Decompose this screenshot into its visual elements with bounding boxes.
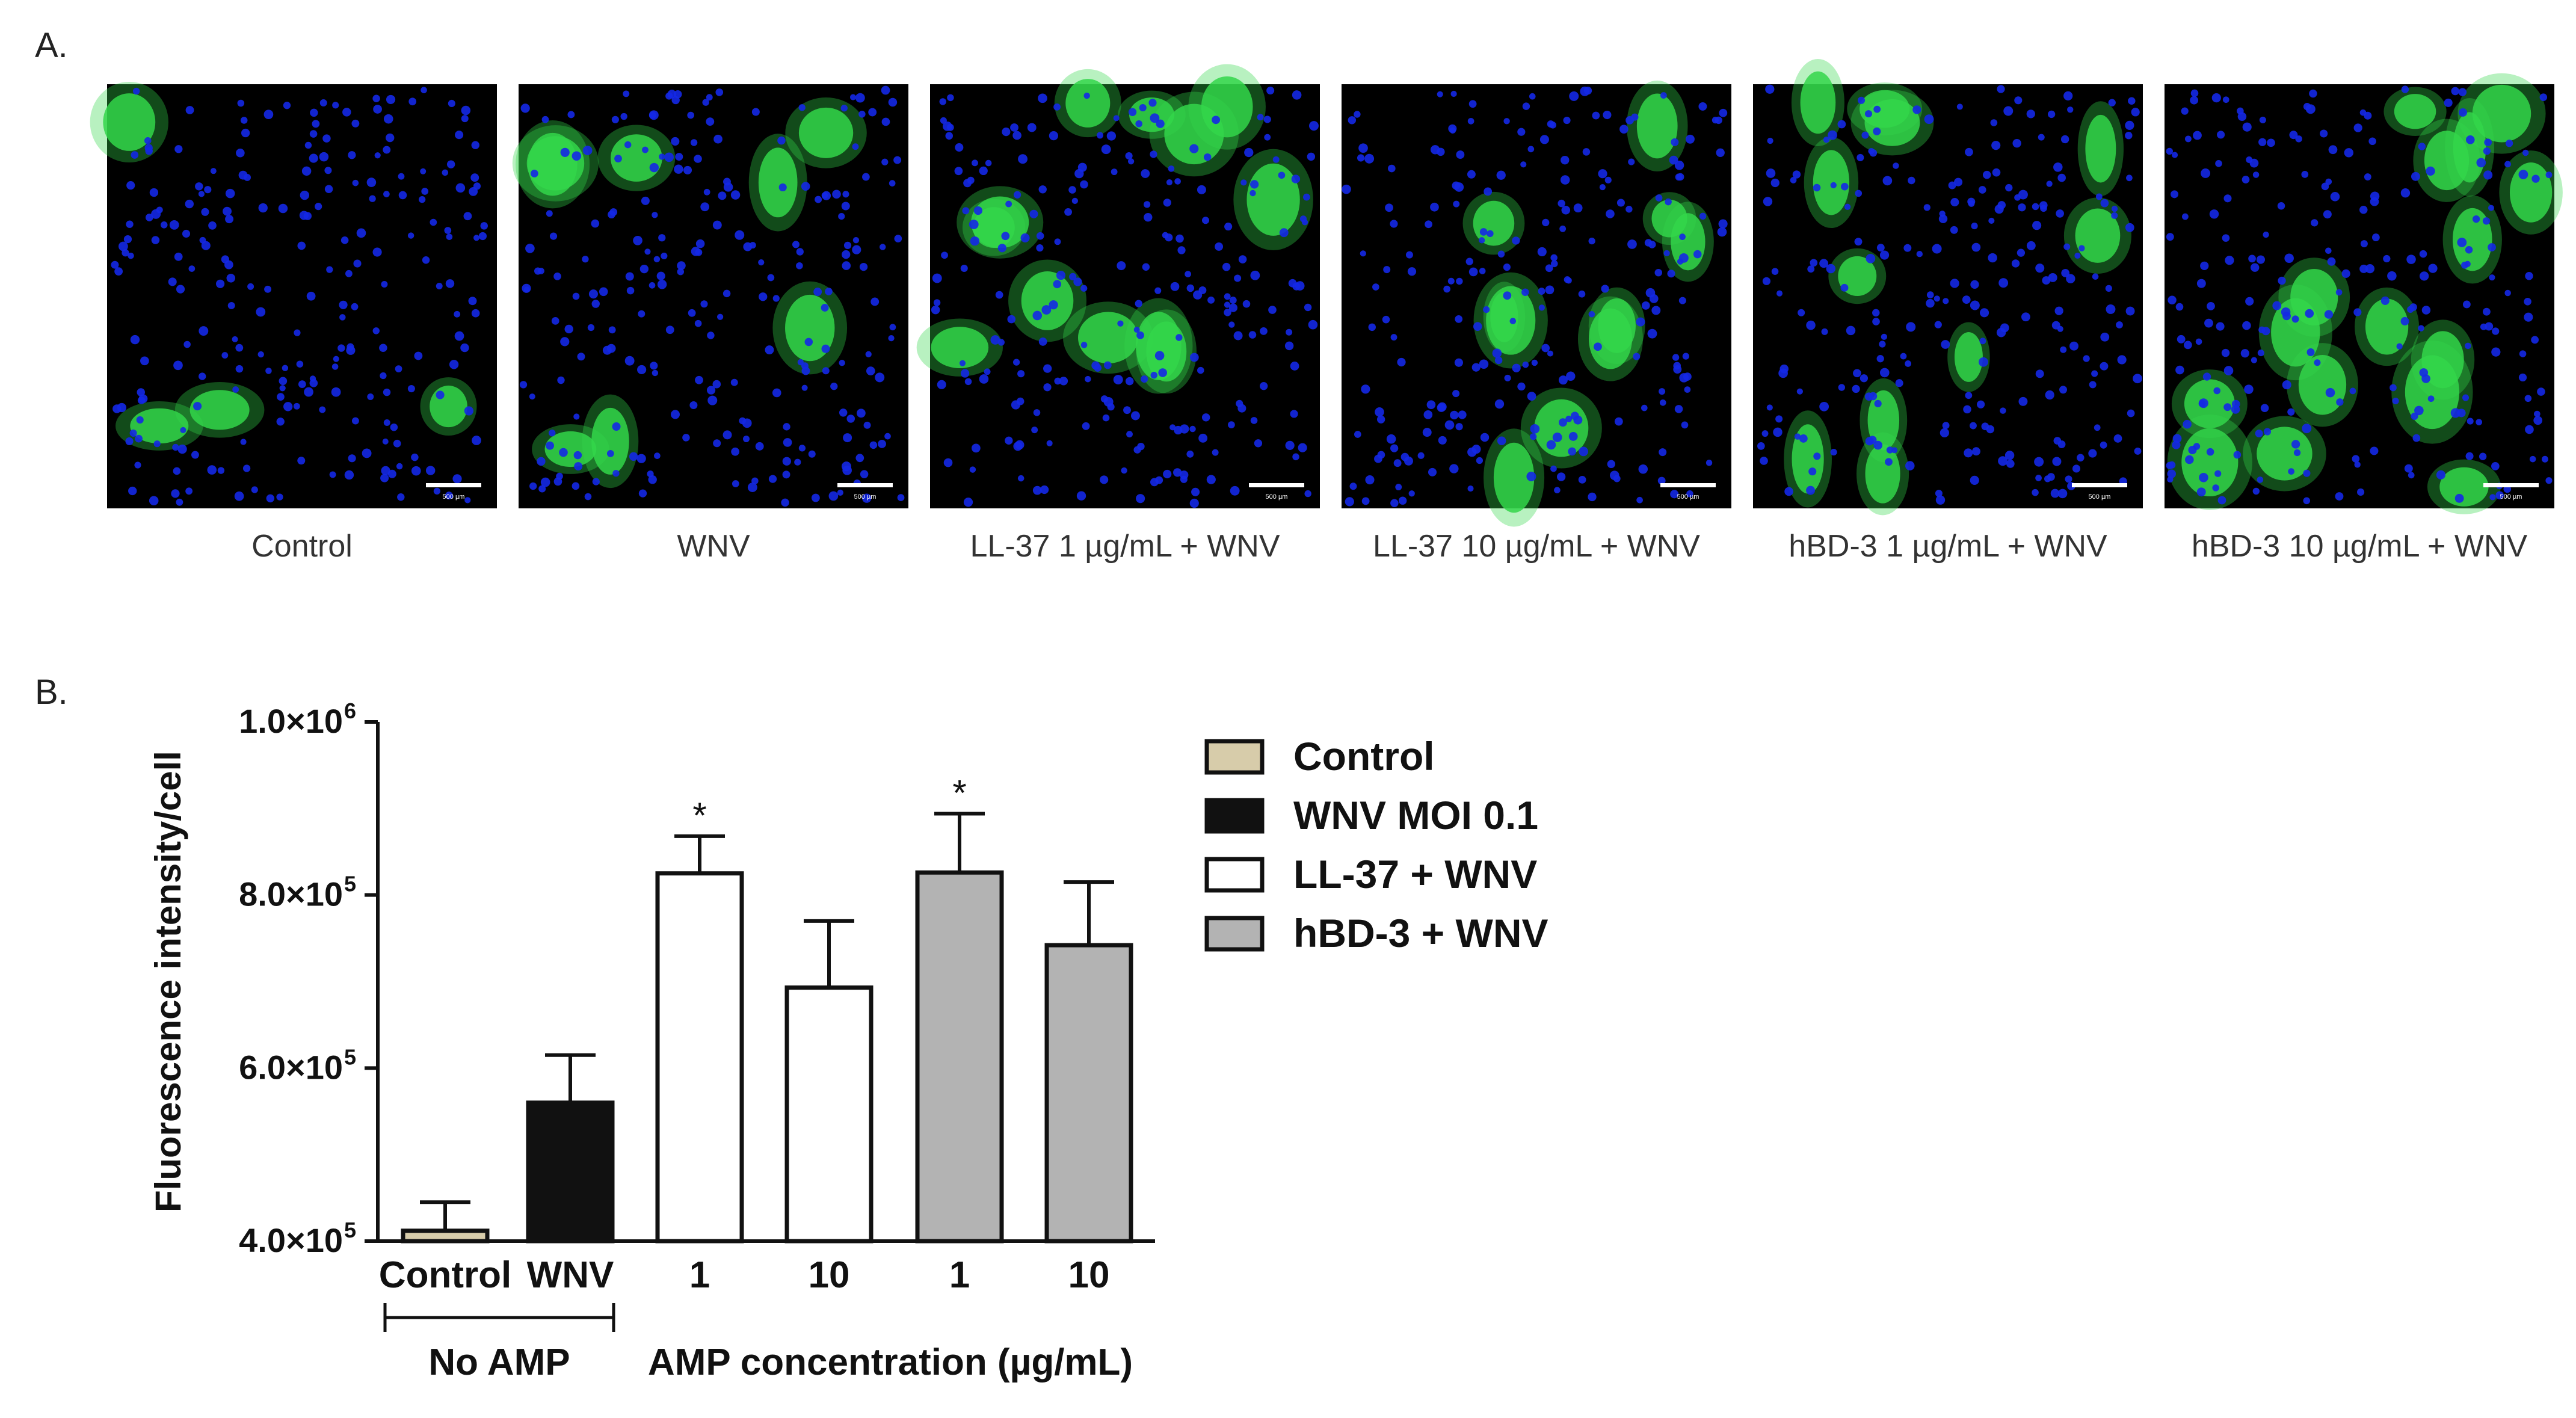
svg-text:500 µm: 500 µm [854,493,877,501]
bar-rect [655,871,744,1244]
legend-label: Control [1293,734,1435,778]
scale-bar: 500 µm [2483,483,2539,501]
micrograph-1: 500 µm Control [90,81,497,564]
x-category-label: WNV [527,1254,614,1296]
y-tick-exponent: 5 [344,1218,356,1242]
infected-cells [90,81,477,451]
micrograph-4: 500 µm LL-37 10 µg/mL + WNV [1342,80,1731,564]
micrograph-5: 500 µm hBD-3 1 µg/mL + WNV [1753,58,2143,564]
micrograph-caption: hBD-3 1 µg/mL + WNV [1789,529,2107,564]
scale-bar: 500 µm [1660,483,1716,501]
y-tick-label: 6.0×10 [239,1048,343,1086]
bar-6 [1044,880,1133,1244]
y-tick-label: 8.0×10 [239,875,343,913]
micrograph-caption: hBD-3 10 µg/mL + WNV [2192,529,2528,564]
y-tick-label: 4.0×10 [239,1221,343,1259]
scale-bar: 500 µm [837,483,893,501]
nuclei [1342,86,1728,508]
svg-text:500 µm: 500 µm [2089,493,2111,501]
legend-swatch [1204,857,1265,893]
nuclei [2166,85,2553,505]
y-tick-label: 1.0×10 [239,702,343,740]
legend-item: WNV MOI 0.1 [1204,793,1538,837]
no-amp-bracket [383,1303,615,1332]
panel-b-label: B. [35,673,68,712]
legend-label: hBD-3 + WNV [1293,911,1548,955]
bar-chart: 4.0×10 56.0×10 58.0×10 51.0×10 6Fluorescence… [148,698,1155,1383]
y-tick-exponent: 5 [344,872,356,896]
legend-swatch [1204,739,1265,775]
significance-marker: * [952,772,966,813]
bar-1 [401,1200,490,1244]
bar-2 [526,1053,615,1244]
x-category-label: 10 [809,1254,850,1296]
legend-swatch [1204,916,1265,952]
y-axis-label: Fluorescence intensity/cell [148,751,188,1212]
legend-label: LL-37 + WNV [1293,852,1537,896]
x-category-label: 10 [1068,1254,1110,1296]
legend-label: WNV MOI 0.1 [1293,793,1538,837]
bar-rect [784,985,874,1244]
significance-marker: * [692,795,706,836]
infected-cells [2167,73,2563,514]
infected-cells [916,64,1313,394]
panel-a-label: A. [35,26,68,65]
bar-rect [1044,943,1133,1244]
bar-4 [784,919,874,1244]
micrograph-row: 500 µm Control 500 µm WNV 500 µm LL-37 1 µg/m… [90,58,2563,564]
bar-rect [915,870,1004,1244]
nuclei [519,85,905,507]
svg-text:500 µm: 500 µm [1677,493,1699,501]
micrograph-caption: WNV [677,529,750,564]
scale-bar: 500 µm [1249,483,1304,501]
infected-cells [512,97,867,489]
x-axis-title: AMP concentration (µg/mL) [648,1342,1133,1383]
bar-rect [526,1100,615,1244]
x-category-label: Control [379,1254,511,1296]
chart-legend: Control WNV MOI 0.1 LL-37 + WNV hBD-3 + WNV [1204,734,1548,955]
bar-rect [401,1228,490,1244]
legend-item: hBD-3 + WNV [1204,911,1548,955]
nuclei [1757,84,2142,505]
infected-cells [1462,80,1714,527]
legend-item: LL-37 + WNV [1204,852,1537,896]
bar-3 [655,834,744,1244]
svg-text:500 µm: 500 µm [2500,493,2522,501]
y-tick-exponent: 6 [344,698,356,723]
svg-text:500 µm: 500 µm [443,493,465,501]
micrograph-caption: Control [251,529,353,564]
micrograph-caption: LL-37 1 µg/mL + WNV [970,529,1280,564]
x-category-label: 1 [689,1254,710,1296]
nuclei [931,87,1319,508]
micrograph-3: 500 µm LL-37 1 µg/mL + WNV [916,64,1320,564]
scale-bar: 500 µm [2072,483,2127,501]
scale-bar: 500 µm [426,483,481,501]
x-category-label: 1 [949,1254,970,1296]
legend-item: Control [1204,734,1435,778]
bar-5 [915,812,1004,1244]
micrograph-caption: LL-37 10 µg/mL + WNV [1373,529,1700,564]
no-amp-label: No AMP [428,1342,570,1383]
y-tick-exponent: 5 [344,1044,356,1069]
svg-text:500 µm: 500 µm [1266,493,1288,501]
micrograph-6: 500 µm hBD-3 10 µg/mL + WNV [2165,73,2563,564]
nuclei [111,87,488,506]
legend-swatch [1204,798,1265,834]
micrograph-2: 500 µm WNV [512,84,908,564]
